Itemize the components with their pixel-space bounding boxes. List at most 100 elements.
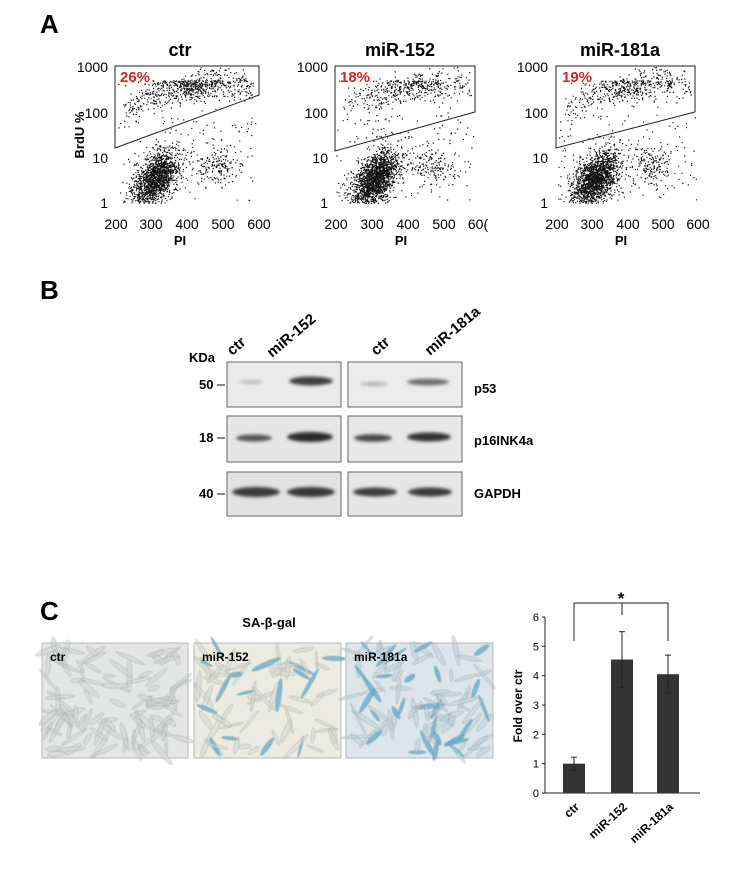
cell-events xyxy=(118,67,257,205)
category-label: ctr xyxy=(561,800,582,821)
cell xyxy=(221,703,234,720)
significance-star: * xyxy=(618,589,625,608)
x-tick: 300 xyxy=(139,216,163,232)
cell xyxy=(78,679,100,698)
cell xyxy=(474,644,490,656)
cell xyxy=(251,657,281,672)
x-tick: 200 xyxy=(545,216,569,232)
blot-row-p53: 50 p53 xyxy=(199,361,496,408)
cell xyxy=(103,673,116,678)
cell xyxy=(383,647,407,665)
cell xyxy=(414,700,423,713)
cell xyxy=(81,651,107,665)
lane-label: miR-152 xyxy=(264,311,320,362)
cell xyxy=(443,738,470,746)
cell xyxy=(154,712,175,733)
cell xyxy=(283,734,308,759)
cell xyxy=(434,665,442,683)
y-tick-label: 5 xyxy=(533,641,539,653)
cell xyxy=(66,724,72,739)
gate-polygon xyxy=(334,65,476,152)
cell xyxy=(338,692,366,701)
cell xyxy=(368,705,395,726)
cell xyxy=(145,667,168,687)
blot-row-p16ink4a: 18 p16INK4a xyxy=(199,415,534,463)
image-label: miR-152 xyxy=(202,650,249,664)
cell xyxy=(413,641,433,653)
cell xyxy=(278,704,304,714)
blot-panel-right xyxy=(347,361,463,408)
y-axis-label: BrdU % xyxy=(72,111,87,158)
cell xyxy=(432,643,446,666)
cell xyxy=(471,734,493,747)
plot-title: miR-181a xyxy=(580,40,661,60)
cell xyxy=(200,659,213,667)
cell xyxy=(310,693,324,707)
band xyxy=(287,487,335,497)
gate-polygon xyxy=(114,65,260,149)
plot-area xyxy=(555,65,698,205)
cell xyxy=(292,668,311,680)
y-tick: 1 xyxy=(100,195,108,211)
flow-plot-ctr: ctr 26% BrdU % 1000 100 10 1 200 300 400… xyxy=(72,40,271,248)
x-tick: 400 xyxy=(396,216,420,232)
cell xyxy=(395,669,403,682)
cell xyxy=(61,728,88,746)
cell xyxy=(387,709,394,740)
micrograph-mir-181a: miR-181a xyxy=(338,635,496,764)
plot-title: miR-152 xyxy=(365,40,435,60)
protein-label: p53 xyxy=(474,381,496,396)
cell xyxy=(212,713,225,723)
x-axis-label: PI xyxy=(615,233,627,248)
cell xyxy=(146,648,179,657)
lane-label: ctr xyxy=(224,334,250,359)
cell xyxy=(239,710,259,734)
cell xyxy=(225,648,236,674)
cell xyxy=(374,680,386,693)
cell xyxy=(89,744,119,758)
cell-events xyxy=(336,67,475,205)
cell xyxy=(91,729,112,759)
cell xyxy=(139,745,150,754)
y-tick-label: 0 xyxy=(533,788,539,800)
cell xyxy=(45,652,51,677)
fold-change-chart: Fold over ctr * 0 1 2 3 4 5 6 ctr miR-152miR-181… xyxy=(511,589,700,846)
cell xyxy=(306,745,325,753)
cell xyxy=(209,673,232,677)
cell xyxy=(207,743,229,750)
cell xyxy=(89,712,104,725)
cell xyxy=(450,744,466,764)
x-axis-label: PI xyxy=(174,233,186,248)
cell xyxy=(38,668,58,691)
band xyxy=(289,376,333,386)
y-tick: 1000 xyxy=(517,59,548,75)
cell xyxy=(90,727,108,742)
cell xyxy=(271,729,280,745)
x-tick: 500 xyxy=(211,216,235,232)
plot-area xyxy=(114,65,260,205)
cell xyxy=(73,704,79,724)
cell xyxy=(462,698,484,724)
band xyxy=(407,432,451,442)
panel-b-label: B xyxy=(40,275,59,305)
plot-title: ctr xyxy=(168,40,191,60)
cell xyxy=(210,636,224,659)
cell xyxy=(122,736,128,753)
lane-label: miR-181a xyxy=(422,303,485,359)
cell xyxy=(195,638,211,662)
panel-c-label: C xyxy=(40,596,59,626)
band xyxy=(239,380,263,384)
cell xyxy=(77,713,87,727)
y-tick-label: 1 xyxy=(533,759,539,771)
cell xyxy=(86,645,98,657)
cell xyxy=(414,738,421,753)
cell xyxy=(169,673,192,692)
y-tick-label: 2 xyxy=(533,729,539,741)
cell xyxy=(341,647,364,656)
significance-bracket xyxy=(573,602,669,641)
cell xyxy=(81,708,93,733)
protein-label: GAPDH xyxy=(474,486,521,501)
cell xyxy=(196,704,218,714)
cell xyxy=(476,746,491,757)
